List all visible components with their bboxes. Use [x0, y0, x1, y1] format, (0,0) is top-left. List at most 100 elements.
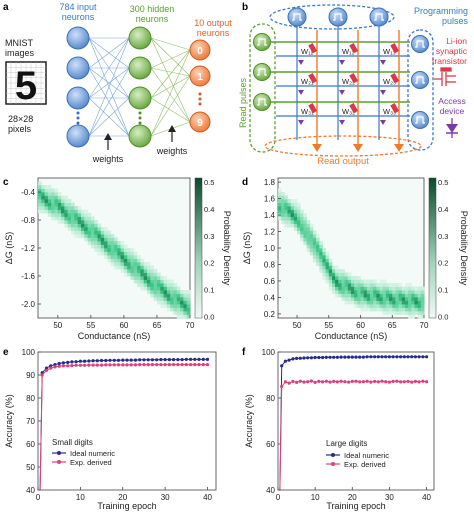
heatmap-cell	[417, 300, 422, 305]
heatmap-cell	[57, 195, 62, 200]
heatmap-cell	[157, 300, 161, 305]
heatmap-cell	[281, 202, 285, 207]
heatmap-cell	[290, 213, 295, 217]
heatmap-cell	[408, 290, 412, 294]
heatmap-cell	[312, 237, 317, 242]
heatmap-cell	[312, 255, 317, 259]
connection-line	[150, 97, 191, 123]
heatmap-cell	[293, 213, 298, 217]
heatmap-cell	[90, 227, 95, 231]
x-tick-label: 70	[186, 321, 195, 330]
heatmap-cell	[147, 272, 151, 277]
heatmap-cell	[325, 251, 330, 256]
heatmap-cell	[127, 251, 131, 256]
heatmap-cell	[100, 237, 105, 242]
heatmap-cell	[44, 199, 49, 203]
heatmap-cell	[389, 283, 393, 287]
heatmap-cell	[328, 286, 333, 291]
heatmap-c-cells	[38, 181, 191, 319]
heatmap-cell	[97, 251, 102, 256]
heatmap-cell	[385, 283, 390, 287]
data-point	[66, 360, 70, 364]
colorbar-tick-label: 0.5	[204, 178, 214, 187]
heatmap-cell	[366, 290, 371, 294]
programming-pulses-label-1: Programming	[414, 6, 468, 16]
heatmap-cell	[306, 223, 311, 228]
read-output-arrow	[353, 30, 363, 152]
heatmap-cell	[284, 202, 288, 207]
heatmap-cell	[322, 255, 326, 259]
heatmap-cell	[287, 202, 292, 207]
heatmap-cell	[114, 265, 118, 270]
heatmap-cell	[157, 283, 161, 287]
heatmap-cell	[344, 279, 349, 284]
x-tick-label: 50	[293, 321, 302, 330]
heatmap-cell	[104, 227, 108, 231]
heatmap-cell	[357, 293, 361, 298]
heatmap-cell	[61, 202, 65, 207]
data-point	[298, 379, 302, 383]
heatmap-cell	[133, 269, 138, 273]
hidden-neuron	[128, 86, 152, 110]
colorbar-c	[194, 177, 203, 319]
data-point	[425, 380, 429, 384]
heatmap-cell	[57, 216, 62, 221]
heatmap-cell	[67, 213, 72, 217]
heatmap-cell	[140, 272, 145, 277]
heatmap-cell	[354, 293, 358, 298]
y-tick-label: 0.2	[264, 310, 276, 319]
heatmap-cell	[417, 311, 422, 315]
heatmap-cell	[420, 290, 425, 294]
heatmap-cell	[341, 290, 346, 294]
heatmap-cell	[123, 262, 128, 266]
x-tick-label: 60	[356, 321, 365, 330]
data-point	[328, 355, 332, 359]
heatmap-cell	[341, 279, 346, 284]
access-device-label-1: Access	[438, 96, 465, 106]
heatmap-cell	[130, 262, 135, 266]
heatmap-cell	[319, 265, 323, 270]
heatmap-cell	[100, 244, 105, 249]
output-neuron-9: 9	[189, 111, 211, 133]
heatmap-cell	[338, 276, 342, 280]
x-tick-label: 65	[153, 321, 162, 330]
heatmap-cell	[186, 307, 191, 312]
heatmap-cell	[338, 283, 342, 287]
data-point	[324, 355, 328, 359]
heatmap-cell	[94, 237, 98, 242]
data-point	[354, 379, 358, 383]
heatmap-cell	[100, 251, 105, 256]
panel-d: d 50 55 60 65 701.81.61.41.21.00.80.60.40.2 …	[242, 177, 469, 341]
data-point	[380, 379, 384, 383]
data-point	[70, 360, 74, 364]
heatmap-cell	[186, 314, 191, 319]
read-pulses-outline	[249, 23, 276, 153]
heatmap-cell	[150, 272, 154, 277]
heatmap-cell	[176, 286, 181, 291]
heatmap-cell	[157, 293, 161, 298]
data-point	[302, 356, 306, 360]
heatmap-cell	[107, 230, 112, 235]
heatmap-cell	[163, 283, 168, 287]
heatmap-cell	[44, 192, 49, 196]
heatmap-cell	[54, 199, 59, 203]
colorbar-tick-label: 0.2	[438, 259, 448, 268]
heatmap-cell	[322, 258, 326, 263]
heatmap-cell	[87, 223, 92, 228]
heatmap-cell	[316, 262, 320, 266]
heatmap-cell	[332, 272, 336, 277]
heatmap-cell	[405, 307, 409, 312]
heatmap-cell	[297, 223, 301, 228]
heatmap-cell	[332, 276, 336, 280]
heatmap-cell	[297, 230, 301, 235]
heatmap-cell	[335, 272, 339, 277]
heatmap-cell	[104, 244, 108, 249]
heatmap-cell	[373, 279, 377, 284]
y-tick-label: 80	[26, 394, 35, 403]
heatmap-cell	[420, 311, 425, 315]
heatmap-cell	[117, 248, 121, 252]
heatmap-cell	[398, 297, 403, 301]
ylabel-d: ΔG (nS)	[242, 232, 252, 265]
heatmap-cell	[328, 279, 333, 284]
